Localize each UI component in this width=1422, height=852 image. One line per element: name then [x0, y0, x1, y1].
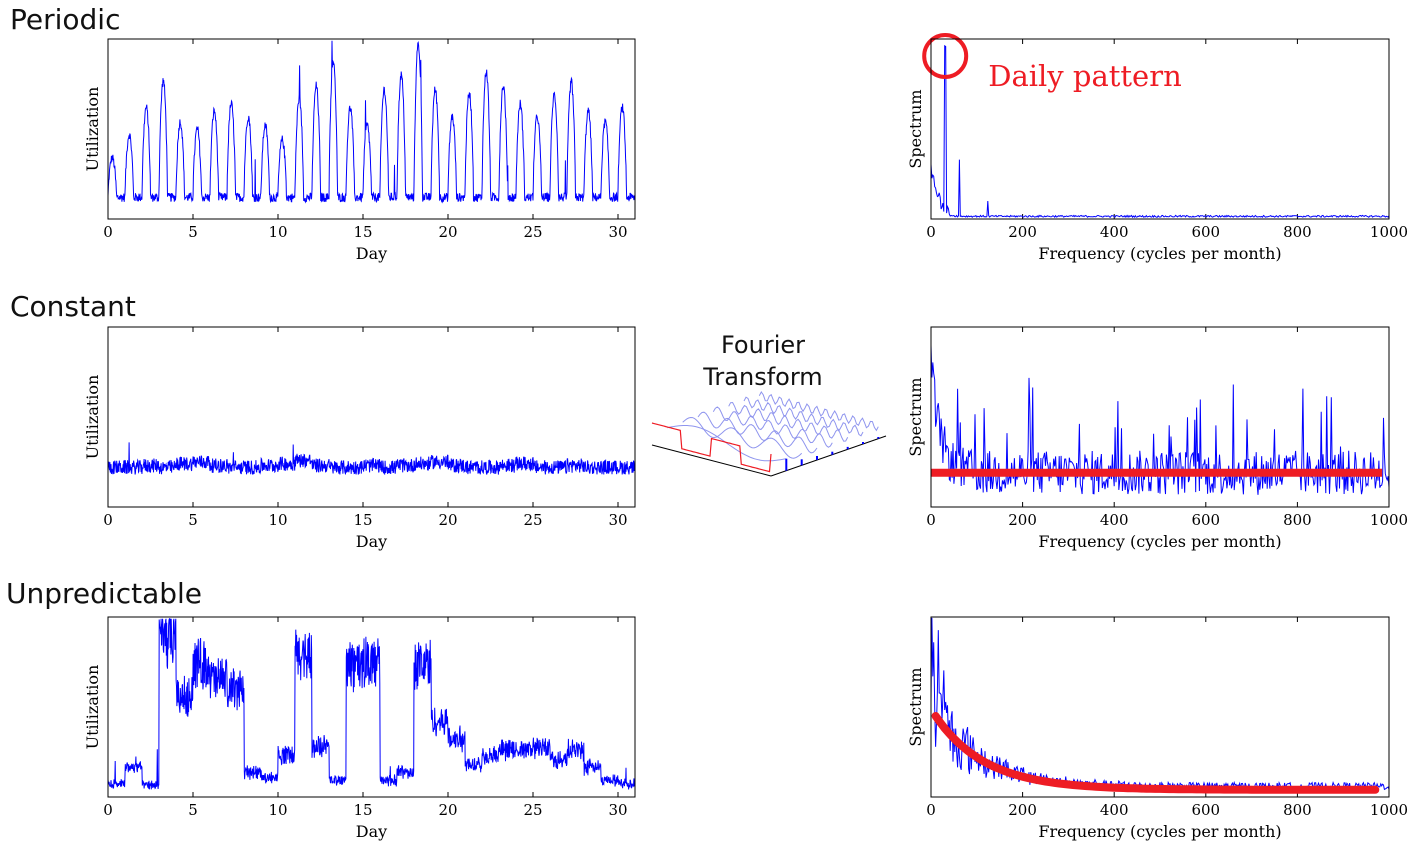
x-tick-label: 800 [1283, 223, 1312, 241]
row-title-constant: Constant [10, 290, 136, 323]
fourier-axis-time [651, 444, 772, 477]
fourier-harmonic-wave [682, 416, 803, 459]
y-axis-label: Spectrum [906, 89, 925, 168]
x-axis-label: Frequency (cycles per month) [1038, 532, 1281, 551]
x-tick-label: 20 [438, 801, 457, 819]
fourier-harmonic-wave [712, 406, 833, 448]
x-tick-label: 600 [1191, 511, 1220, 529]
x-tick-label: 25 [523, 511, 542, 529]
x-tick-label: 15 [353, 511, 372, 529]
plot-frame [107, 326, 636, 508]
x-tick-label: 15 [353, 801, 372, 819]
spectrum-series-line [931, 617, 1389, 792]
fourier-harmonic-wave [758, 391, 879, 432]
x-tick-label: 600 [1191, 223, 1220, 241]
fourier-transform-label: Fourier Transform [680, 329, 846, 393]
chart-panel-3: 0 200 400 600 800 1000 Frequency (cycles per m… [906, 326, 1408, 551]
x-tick-label: 25 [523, 801, 542, 819]
x-tick-label: 200 [1008, 223, 1037, 241]
daily-pattern-circle [922, 33, 969, 79]
x-tick-label: 0 [103, 801, 113, 819]
y-axis-label: Utilization [83, 87, 102, 172]
y-axis-label: Spectrum [906, 667, 925, 746]
x-tick-label: 1000 [1370, 223, 1408, 241]
x-tick-label: 0 [926, 223, 936, 241]
daily-pattern-label: Daily pattern [988, 59, 1182, 93]
x-tick-label: 25 [523, 223, 542, 241]
x-tick-label: 800 [1283, 801, 1312, 819]
x-tick-label: 10 [268, 223, 287, 241]
chart-panel-5: 0 200 400 600 800 1000 Frequency (cycles per m… [906, 616, 1408, 841]
fourier-axis-frequency [770, 435, 887, 477]
fourier-harmonic-wave [728, 401, 849, 442]
x-tick-label: 600 [1191, 801, 1220, 819]
y-axis-label: Spectrum [906, 377, 925, 456]
y-axis-label: Utilization [83, 665, 102, 750]
row-title-unpredictable: Unpredictable [6, 577, 202, 610]
fourier-harmonic-wave [743, 396, 864, 437]
plot-frame [930, 616, 1390, 798]
x-axis-label: Frequency (cycles per month) [1038, 822, 1281, 841]
x-axis-label: Day [356, 244, 387, 263]
x-tick-label: 800 [1283, 511, 1312, 529]
x-tick-label: 20 [438, 223, 457, 241]
x-tick-label: 0 [926, 801, 936, 819]
x-tick-label: 5 [188, 223, 198, 241]
fourier-label-line1: Fourier [720, 331, 805, 359]
plot-frame [107, 38, 636, 220]
spectrum-series-line [931, 44, 1389, 219]
x-tick-label: 0 [926, 511, 936, 529]
fourier-illustration [651, 391, 887, 477]
chart-panel-1: 0 200 400 600 800 1000 Frequency (cycles per m… [906, 33, 1408, 263]
spectrum-series-line [931, 345, 1389, 495]
x-tick-label: 15 [353, 223, 372, 241]
x-tick-label: 10 [268, 511, 287, 529]
x-tick-label: 400 [1100, 511, 1129, 529]
x-tick-label: 30 [608, 801, 627, 819]
x-tick-label: 20 [438, 511, 457, 529]
utilization-series-line [108, 618, 635, 790]
x-axis-label: Day [356, 532, 387, 551]
x-tick-label: 0 [103, 223, 113, 241]
x-tick-label: 10 [268, 801, 287, 819]
x-tick-label: 30 [608, 511, 627, 529]
x-tick-label: 1000 [1370, 511, 1408, 529]
decay-trend-curve [931, 712, 1380, 794]
fourier-harmonic-wave [697, 411, 818, 454]
chart-panel-4: 0 5 10 15 20 25 30 Day Utilization [83, 616, 636, 841]
x-tick-label: 400 [1100, 801, 1129, 819]
plot-frame [930, 38, 1390, 220]
utilization-series-line [108, 442, 635, 476]
x-axis-label: Frequency (cycles per month) [1038, 244, 1281, 263]
x-tick-label: 5 [188, 801, 198, 819]
row-title-periodic: Periodic [10, 3, 121, 36]
plot-frame [107, 616, 636, 798]
x-tick-label: 0 [103, 511, 113, 529]
chart-panel-0: 0 5 10 15 20 25 30 Day Utilization [83, 38, 636, 263]
fourier-harmonic-wave [667, 425, 787, 462]
x-tick-label: 200 [1008, 511, 1037, 529]
x-tick-label: 400 [1100, 223, 1129, 241]
plot-frame [930, 326, 1390, 508]
fourier-square-wave [651, 422, 772, 473]
utilization-series-line [108, 40, 635, 204]
x-tick-label: 5 [188, 511, 198, 529]
y-axis-label: Utilization [83, 375, 102, 460]
chart-panel-2: 0 5 10 15 20 25 30 Day Utilization [83, 326, 636, 551]
x-tick-label: 30 [608, 223, 627, 241]
fourier-label-line2: Transform [703, 363, 823, 391]
x-tick-label: 200 [1008, 801, 1037, 819]
x-tick-label: 1000 [1370, 801, 1408, 819]
x-axis-label: Day [356, 822, 387, 841]
